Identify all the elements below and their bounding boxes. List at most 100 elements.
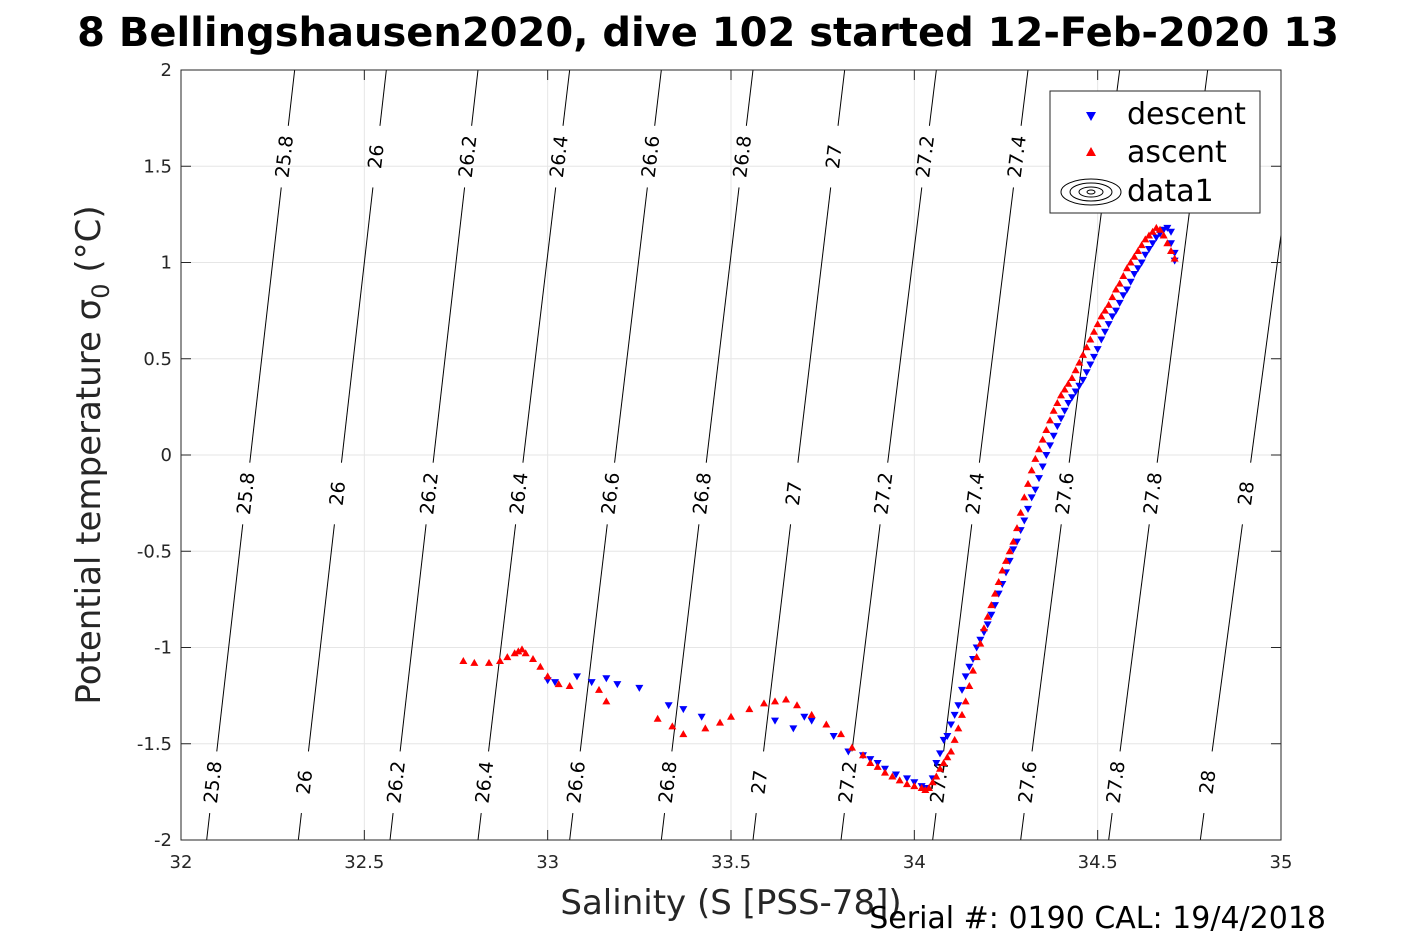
y-tick-label: 0 xyxy=(161,445,172,466)
contour-label: 26.2 xyxy=(455,134,482,179)
ascent-point xyxy=(510,649,519,657)
contour-line xyxy=(745,70,754,126)
y-tick-label: -1 xyxy=(154,638,172,659)
ascent-point xyxy=(1086,335,1095,343)
ascent-point xyxy=(980,624,988,632)
ascent-point xyxy=(1060,385,1069,393)
ascent-point xyxy=(1071,366,1080,374)
ascent-point xyxy=(1079,350,1087,358)
contour-line xyxy=(654,70,662,126)
ascent-point xyxy=(1038,435,1047,443)
contour-label: 26.8 xyxy=(689,471,716,516)
contour-line xyxy=(1020,812,1025,840)
descent-point xyxy=(1042,452,1051,459)
ascent-point xyxy=(837,730,845,738)
contour-line xyxy=(752,812,757,840)
x-axis-label: Salinity (S [PSS-78]) xyxy=(560,883,901,923)
contour-line xyxy=(249,187,282,463)
contour-label: 27.4 xyxy=(962,471,989,516)
ascent-point xyxy=(459,656,468,664)
contour-line xyxy=(569,812,574,840)
descent-point xyxy=(932,760,941,767)
descent-point xyxy=(1053,423,1062,431)
ascent-point xyxy=(994,578,1003,586)
descent-point xyxy=(1060,407,1069,415)
descent-point xyxy=(1046,442,1054,450)
descent-point xyxy=(994,590,1003,598)
y-axis-label-unit: (°C) xyxy=(69,205,109,283)
ascent-point xyxy=(1123,264,1131,272)
ascent-point xyxy=(1093,320,1102,328)
y-tick-label: 1 xyxy=(161,253,172,274)
descent-point xyxy=(1020,517,1029,525)
y-tick-label: 1.5 xyxy=(143,156,172,177)
contour-line xyxy=(932,812,937,840)
contour-line xyxy=(477,812,482,840)
ascent-point xyxy=(947,747,955,755)
contour-label: 27 xyxy=(822,143,847,170)
contour-line xyxy=(522,187,557,463)
ascent-point xyxy=(983,612,992,620)
contour-label: 28 xyxy=(1234,480,1259,507)
legend-descent-marker xyxy=(1086,112,1096,121)
ascent-point xyxy=(939,759,948,766)
ascent-point xyxy=(991,589,999,597)
ascent-point xyxy=(1009,537,1018,545)
contour-line xyxy=(1199,812,1205,840)
descent-point xyxy=(1163,224,1172,232)
ascent-point xyxy=(679,730,688,738)
x-tick-label: 33.5 xyxy=(711,852,751,873)
ascent-point xyxy=(866,759,875,766)
chart-title: 8 Bellingshausen2020, dive 102 started 1… xyxy=(77,10,1339,56)
y-tick-label: -1.5 xyxy=(137,734,172,755)
ascent-point xyxy=(972,653,981,661)
ascent-point xyxy=(1024,479,1032,487)
ascent-point xyxy=(1163,239,1172,247)
ascent-point xyxy=(496,656,504,664)
descent-point xyxy=(947,721,955,729)
contour-label: 26 xyxy=(293,769,318,796)
contour-line xyxy=(287,70,296,126)
ascent-point xyxy=(668,722,677,730)
contour-label: 26.8 xyxy=(655,760,682,805)
ascent-point xyxy=(1141,235,1150,243)
ascent-point xyxy=(848,743,856,751)
contour-line xyxy=(562,70,571,126)
ascent-point xyxy=(1156,225,1164,233)
contour-label: 26.6 xyxy=(597,471,624,516)
contour-label: 26.4 xyxy=(546,134,573,179)
contour-label: 27 xyxy=(748,769,773,796)
ascent-point xyxy=(1090,327,1098,335)
contour-line xyxy=(928,70,937,126)
descent-point xyxy=(1130,271,1139,279)
ascent-point xyxy=(595,685,603,693)
legend: descent ascent data1 xyxy=(1049,90,1261,214)
descent-point xyxy=(1057,415,1065,423)
contour-label: 27.8 xyxy=(1102,760,1129,805)
contour-line xyxy=(943,524,973,752)
ascent-point xyxy=(1068,374,1076,381)
ascent-point xyxy=(745,705,754,713)
ascent-point xyxy=(1108,293,1117,301)
ascent-point xyxy=(1134,246,1142,254)
descent-point xyxy=(1013,538,1021,546)
descent-point xyxy=(1148,240,1157,248)
descent-point xyxy=(789,725,798,733)
ascent-point xyxy=(1027,466,1036,474)
ascent-point xyxy=(1130,252,1139,260)
ascent-point xyxy=(921,785,930,793)
ascent-point xyxy=(943,753,952,761)
descent-point xyxy=(1049,432,1058,440)
legend-descent-label: descent xyxy=(1127,97,1246,132)
contour-label: 28 xyxy=(1196,769,1221,796)
contour-line xyxy=(206,812,211,840)
contour-line xyxy=(1031,524,1062,752)
descent-point xyxy=(983,621,992,629)
x-tick-label: 32.5 xyxy=(344,852,384,873)
descent-point xyxy=(1031,486,1040,494)
contour-label: 26.8 xyxy=(729,134,756,179)
data-series xyxy=(459,223,1179,793)
ascent-point xyxy=(987,601,996,609)
y-axis-label-main: Potential temperature σ xyxy=(69,299,109,705)
descent-point xyxy=(991,602,999,610)
